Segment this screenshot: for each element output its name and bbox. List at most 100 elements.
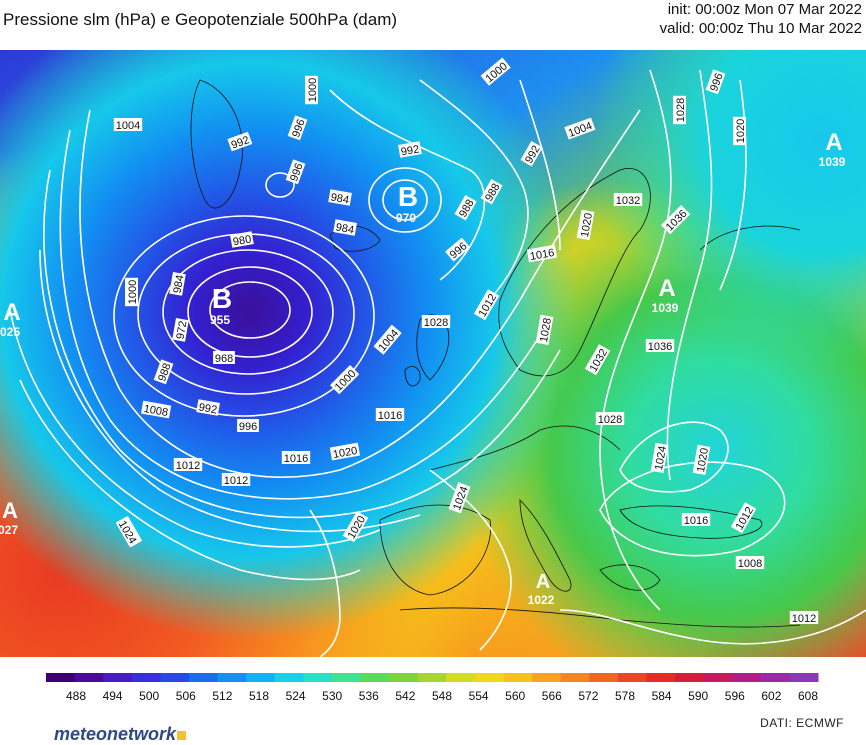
center-value: 1039 — [819, 155, 846, 169]
isobar-label: 1028 — [535, 314, 554, 346]
isobar-label-text: 1012 — [176, 460, 200, 472]
isobar-label-text: 1028 — [675, 98, 687, 122]
colorbar-swatch — [617, 673, 647, 682]
colorbar-swatch — [74, 673, 104, 682]
colorbar-swatch — [274, 673, 304, 682]
isobar-label: 1004 — [113, 118, 143, 132]
isobar-label: 1028 — [673, 95, 687, 125]
colorbar-swatch — [503, 673, 533, 682]
isobar-label: 1008 — [735, 556, 765, 570]
colorbar-tick-label: 584 — [652, 689, 672, 703]
colorbar-tick-label: 512 — [212, 689, 232, 703]
isobar-label: 1016 — [681, 513, 711, 527]
isobar-label-text: 1016 — [529, 247, 555, 263]
isobar-label-text: 1028 — [424, 317, 448, 329]
center-value: 1022 — [528, 593, 555, 607]
isobar-label-text: 996 — [290, 118, 308, 139]
colorbar-tick-label: 596 — [725, 689, 745, 703]
isobar-label-text: 972 — [174, 320, 189, 340]
isobar-ring — [187, 266, 313, 358]
isobar-label-text: 984 — [335, 221, 355, 236]
colorbar-tick-label: 560 — [505, 689, 525, 703]
colorbar-swatches — [46, 673, 819, 682]
colorbar-tick-label: 572 — [578, 689, 598, 703]
isobar-ring — [113, 215, 375, 417]
colorbar-swatch — [532, 673, 562, 682]
isobar-label: 1020 — [576, 209, 595, 241]
isobar-label: 988 — [153, 359, 174, 385]
colorbar-tick-label: 554 — [469, 689, 489, 703]
colorbar-tick-label: 524 — [286, 689, 306, 703]
data-source: DATI: ECMWF — [760, 716, 844, 730]
center-letter: A — [3, 299, 20, 326]
colorbar-tick-label: 548 — [432, 689, 452, 703]
isobar-label: 1000 — [305, 75, 319, 105]
isobar-label-text: 1000 — [307, 78, 319, 102]
isobar-ring — [382, 179, 428, 221]
colorbar-swatch — [446, 673, 476, 682]
colorbar-swatch — [103, 673, 133, 682]
isobar-label-text: 1024 — [653, 445, 669, 471]
isobar-label-text: 1020 — [695, 447, 711, 473]
isobar-label: 992 — [227, 131, 253, 152]
colorbar-tick-label: 494 — [103, 689, 123, 703]
isobar-label-text: 992 — [400, 143, 420, 158]
isobar-label-text: 984 — [330, 191, 350, 206]
weather-map: 1004 992 996 1000 996 992 984 988 984 980 984 1000 9… — [0, 50, 866, 657]
colorbar-tick-label: 542 — [395, 689, 415, 703]
isobar-label: 992 — [196, 399, 220, 416]
colorbar-swatch — [589, 673, 619, 682]
isobar-label: 1028 — [595, 412, 625, 426]
isobar-label: 1012 — [221, 473, 251, 487]
field-trough-atlantic — [0, 50, 866, 657]
isobar-label: 1024 — [650, 442, 669, 474]
isobar-label-text: 968 — [215, 353, 233, 365]
colorbar-swatch — [760, 673, 790, 682]
isobar-label-text: 1020 — [332, 445, 358, 461]
isobar-label: 1036 — [645, 339, 675, 353]
isobar-label: 1028 — [421, 315, 451, 329]
colorbar-tick-label: 536 — [359, 689, 379, 703]
coastlines — [190, 79, 801, 628]
isobar-label-text: 996 — [708, 72, 726, 93]
isobar-label: 996 — [705, 69, 726, 95]
center-letter: A — [2, 498, 18, 523]
colorbar-swatch — [560, 673, 590, 682]
isobar-label-text: 1028 — [538, 317, 554, 343]
center-letter: A — [658, 275, 675, 302]
center-letter: B — [398, 181, 418, 212]
isobar-label: 984 — [328, 189, 352, 206]
isobar-label-text: 992 — [230, 134, 251, 152]
isobar-label-text: 984 — [171, 274, 186, 294]
center-letter: A — [536, 571, 550, 593]
isobar-label: 984 — [169, 272, 186, 296]
isobar-label: 996 — [287, 115, 308, 141]
isobar-label: 984 — [333, 219, 357, 236]
init-time: init: 00:00z Mon 07 Mar 2022 — [667, 1, 862, 18]
isobar-label: 1016 — [526, 244, 558, 263]
isobar-label: 1016 — [375, 408, 405, 422]
colorbar-swatch — [188, 673, 219, 682]
colorbar: 488 494 500 506 512 518 524 530 536 542 548 554 560 5… — [46, 673, 819, 703]
isobar-label-text: 996 — [239, 421, 257, 433]
colorbar-swatch — [217, 673, 247, 682]
isobar-label-text: 1028 — [598, 414, 622, 426]
isobar-ring — [162, 249, 334, 375]
isobar-label: 972 — [172, 318, 189, 342]
isobar-label-text: 980 — [232, 233, 252, 248]
colorbar-tick-label: 602 — [761, 689, 781, 703]
isobar-label: 992 — [398, 141, 422, 158]
isobar-label: 996 — [285, 159, 306, 185]
colorbar-swatch — [703, 673, 733, 682]
colorbar-tick-label: 530 — [322, 689, 342, 703]
valid-time: valid: 00:00z Thu 10 Mar 2022 — [659, 20, 862, 37]
colorbar-swatch — [246, 673, 276, 682]
colorbar-swatch — [303, 673, 333, 682]
isobar-label-text: 1008 — [143, 403, 169, 419]
isobar-label-text: 1012 — [792, 613, 816, 625]
colorbar-swatch — [646, 673, 676, 682]
